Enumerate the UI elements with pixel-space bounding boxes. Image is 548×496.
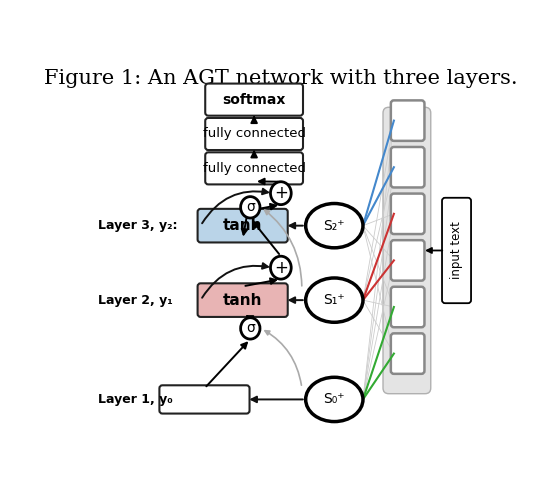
FancyBboxPatch shape [391, 240, 425, 281]
FancyBboxPatch shape [391, 287, 425, 327]
FancyBboxPatch shape [206, 84, 303, 116]
FancyBboxPatch shape [442, 198, 471, 303]
Text: σ: σ [246, 321, 255, 335]
Text: fully connected: fully connected [203, 162, 306, 175]
Text: Layer 1, y₀: Layer 1, y₀ [98, 393, 172, 406]
Ellipse shape [271, 256, 291, 279]
Text: +: + [274, 184, 288, 202]
FancyBboxPatch shape [206, 118, 303, 150]
Text: S₂⁺: S₂⁺ [323, 219, 345, 233]
FancyBboxPatch shape [391, 147, 425, 187]
FancyBboxPatch shape [391, 100, 425, 141]
Text: fully connected: fully connected [203, 127, 306, 140]
Text: tanh: tanh [223, 218, 262, 233]
FancyArrowPatch shape [265, 210, 302, 286]
FancyBboxPatch shape [391, 333, 425, 374]
FancyBboxPatch shape [198, 283, 288, 317]
Text: σ: σ [246, 200, 255, 214]
Ellipse shape [241, 318, 260, 339]
FancyArrowPatch shape [265, 331, 301, 385]
Text: +: + [274, 259, 288, 277]
Ellipse shape [271, 182, 291, 205]
FancyArrowPatch shape [202, 263, 268, 298]
Text: Layer 3, y₂:: Layer 3, y₂: [98, 219, 177, 232]
Text: tanh: tanh [223, 293, 262, 308]
FancyBboxPatch shape [159, 385, 249, 414]
Ellipse shape [306, 377, 363, 422]
Text: Figure 1: An AGT network with three layers.: Figure 1: An AGT network with three laye… [44, 69, 518, 88]
FancyBboxPatch shape [383, 107, 431, 394]
Text: softmax: softmax [222, 93, 286, 107]
Ellipse shape [306, 278, 363, 322]
Text: S₀⁺: S₀⁺ [323, 392, 345, 406]
Text: S₁⁺: S₁⁺ [323, 293, 345, 307]
FancyArrowPatch shape [202, 189, 268, 223]
FancyBboxPatch shape [206, 152, 303, 185]
FancyBboxPatch shape [391, 193, 425, 234]
Ellipse shape [241, 196, 260, 218]
FancyBboxPatch shape [198, 209, 288, 243]
Text: Layer 2, y₁: Layer 2, y₁ [98, 294, 172, 307]
Ellipse shape [306, 203, 363, 248]
Text: input text: input text [450, 222, 463, 279]
